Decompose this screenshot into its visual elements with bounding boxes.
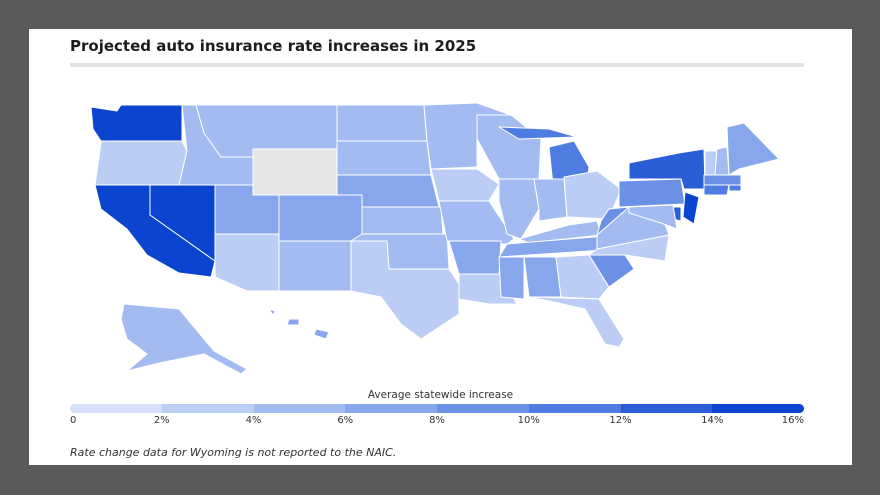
state-ar	[448, 240, 502, 275]
state-sd	[336, 140, 432, 176]
legend-tick-label: 12%	[609, 415, 632, 426]
state-ri	[728, 184, 742, 192]
state-oh	[563, 170, 622, 220]
legend-segment	[253, 404, 346, 413]
state-pa	[618, 178, 686, 208]
legend-segment	[712, 404, 804, 413]
state-co	[278, 194, 363, 242]
state-ma	[703, 174, 742, 186]
state-nd	[336, 104, 428, 142]
legend-segment	[161, 404, 254, 413]
state-fl	[528, 296, 625, 348]
state-az	[214, 233, 280, 292]
legend-segment	[620, 404, 713, 413]
chart-card: Projected auto insurance rate increases …	[29, 29, 852, 465]
state-md	[628, 204, 678, 230]
state-wa	[90, 104, 183, 142]
state-ct	[703, 184, 730, 196]
state-mo	[438, 200, 515, 245]
legend-title: Average statewide increase	[367, 389, 514, 401]
legend-tick-label: 0	[70, 415, 77, 426]
legend-tick-label: 16%	[781, 415, 804, 426]
legend-segment	[70, 404, 162, 413]
state-ms	[498, 256, 525, 300]
state-nj	[682, 191, 700, 225]
state-nm	[278, 240, 352, 292]
state-hi	[268, 308, 330, 340]
state-ny	[628, 148, 706, 190]
state-wi	[476, 114, 542, 180]
legend-color-bar	[70, 404, 804, 413]
footnote: Rate change data for Wyoming is not repo…	[70, 446, 397, 459]
legend-tick-label: 6%	[337, 415, 354, 426]
state-ks	[361, 206, 444, 235]
legend-tick-label: 14%	[701, 415, 724, 426]
chart-title: Projected auto insurance rate increases …	[70, 37, 477, 55]
legend-segment	[528, 404, 621, 413]
state-tx	[350, 240, 460, 340]
state-or	[94, 140, 188, 186]
us-map	[90, 102, 780, 375]
state-ia	[430, 168, 500, 202]
legend-segment	[437, 404, 529, 413]
legend-tick-label: 2%	[153, 415, 170, 426]
state-in	[533, 178, 568, 222]
legend-tick-label: 8%	[429, 415, 445, 426]
state-nh	[714, 146, 730, 176]
state-al	[523, 256, 562, 298]
legend-tick-label: 10%	[517, 415, 540, 426]
title-divider	[70, 63, 804, 67]
state-me	[726, 122, 780, 176]
legend-segment	[345, 404, 437, 413]
legend-tick-label: 4%	[245, 415, 262, 426]
state-wy	[252, 148, 338, 196]
state-ak	[120, 303, 248, 375]
